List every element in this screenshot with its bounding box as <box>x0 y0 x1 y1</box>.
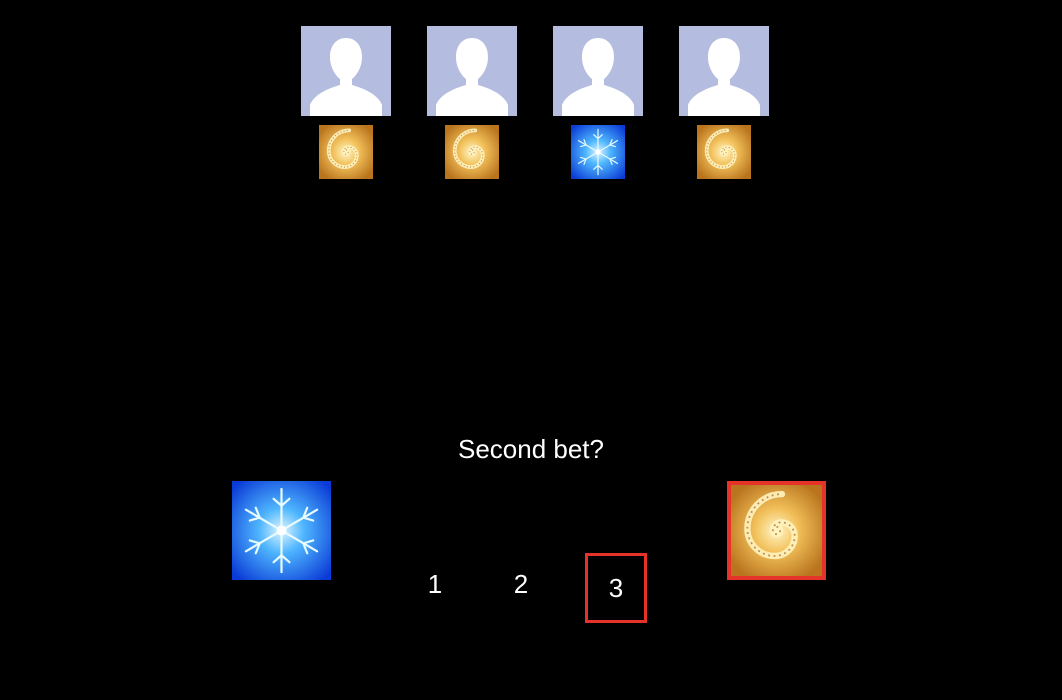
spiral-fractal-icon <box>731 485 822 576</box>
player-2-choice-spiral-icon <box>445 125 499 179</box>
bet-option-3[interactable]: 3 <box>585 553 647 623</box>
bet-prompt: Second bet? <box>457 434 604 464</box>
option-left-snowflake-button[interactable] <box>232 481 331 580</box>
player-1-avatar-icon <box>301 26 391 116</box>
option-right-spiral-button[interactable] <box>727 481 826 580</box>
player-3-choice-snowflake-icon <box>571 125 625 179</box>
player-2-avatar-icon <box>427 26 517 116</box>
player-4-choice-spiral-icon <box>697 125 751 179</box>
bet-option-1[interactable]: 1 <box>427 568 443 599</box>
player-4-avatar-icon <box>679 26 769 116</box>
player-1-choice-spiral-icon <box>319 125 373 179</box>
player-3-avatar-icon <box>553 26 643 116</box>
bet-option-2[interactable]: 2 <box>513 568 529 599</box>
snowflake-fractal-icon <box>232 481 331 580</box>
